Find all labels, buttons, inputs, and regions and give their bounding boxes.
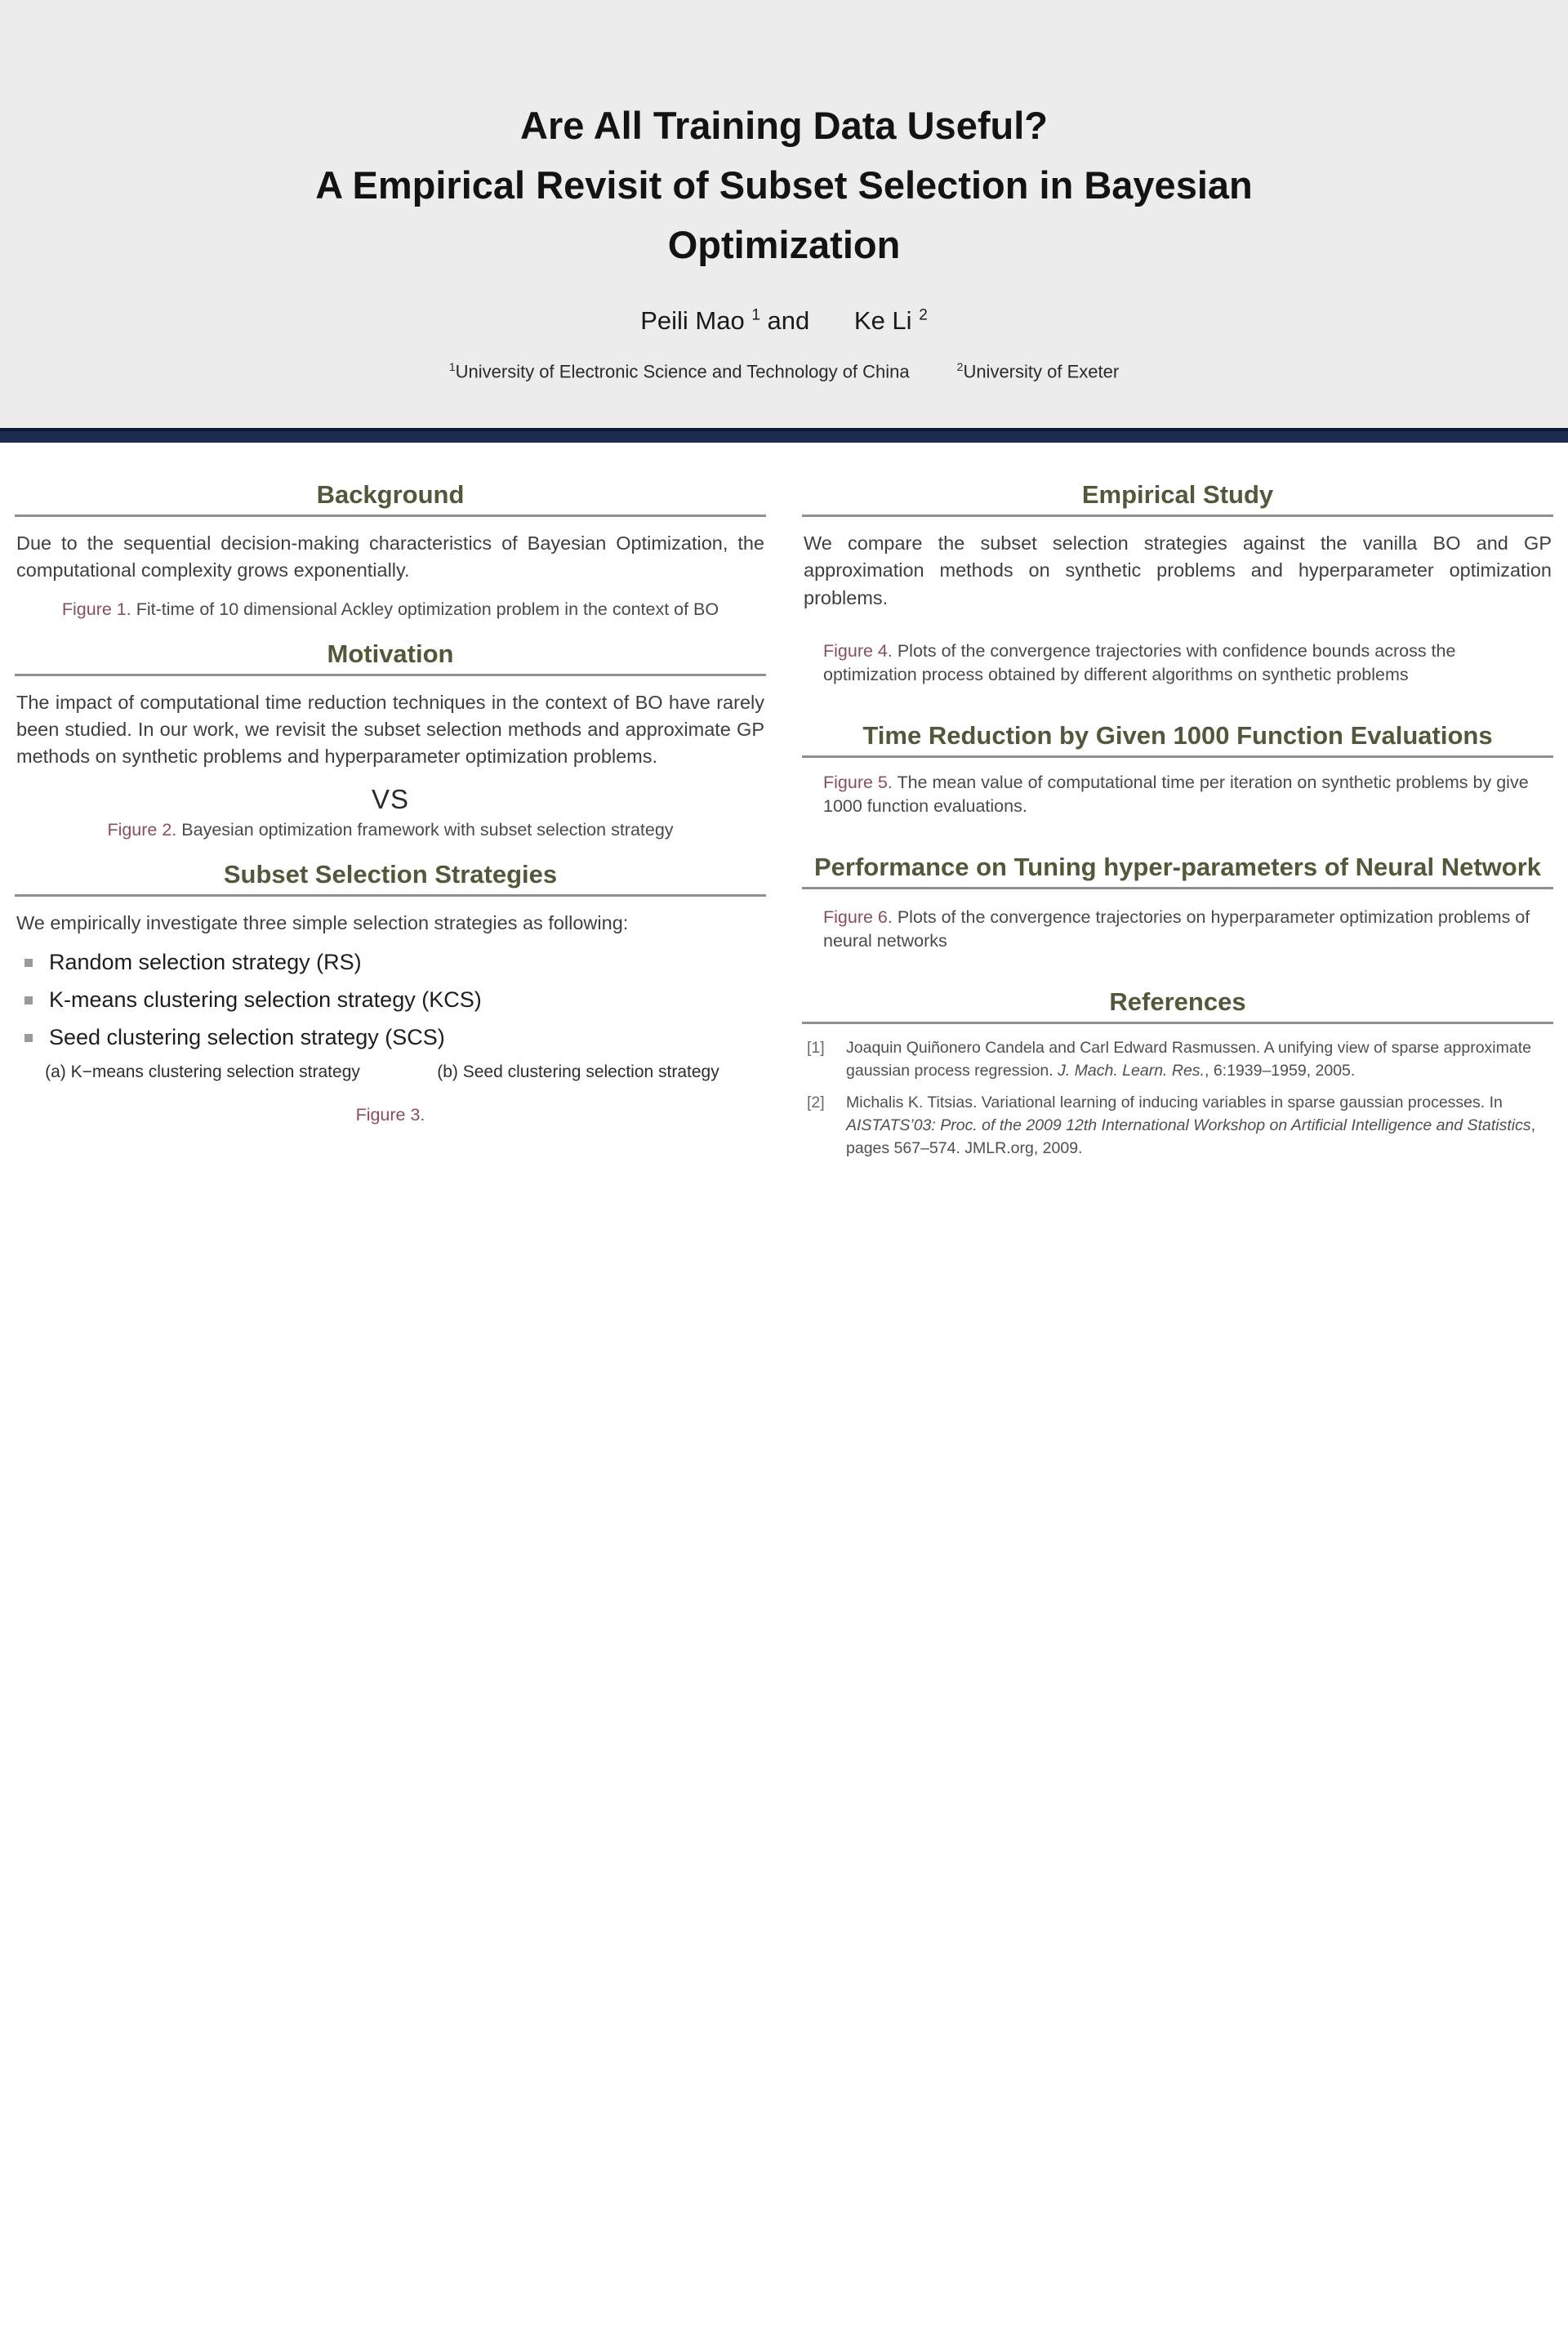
and-word: and: [767, 305, 810, 335]
figure1-caption-label: Figure 1.: [61, 599, 131, 619]
figure1-caption-text: Fit-time of 10 dimensional Ackley optimi…: [131, 599, 719, 619]
figure3-caption: Figure 3.: [36, 1103, 745, 1127]
strategies-intro: We empirically investigate three simple …: [16, 911, 629, 933]
section-rule: [802, 755, 1553, 758]
affil-2-sup: 2: [956, 359, 964, 373]
section-rule: [802, 1022, 1553, 1025]
section-rule: [802, 514, 1553, 517]
affil-2: University of Exeter: [963, 360, 1120, 381]
bullet-kcs: K-means clustering selection strategy (K…: [24, 987, 766, 1013]
author-1: Peili Mao: [640, 305, 745, 335]
figure4-caption: Figure 4. Plots of the convergence traje…: [823, 639, 1532, 687]
author-2-sup: 2: [919, 306, 928, 324]
reference-number: [2]: [807, 1094, 825, 1112]
poster-header: Are All Training Data Useful? A Empirica…: [0, 0, 1568, 428]
section-rule: [15, 514, 766, 517]
reference-text: Michalis K. Titsias. Variational learnin…: [846, 1092, 1548, 1160]
nn-heading: Performance on Tuning hyper-parameters o…: [813, 853, 1541, 881]
author-2: Ke Li: [853, 305, 912, 335]
header-divider-bar: [0, 427, 1568, 443]
figure1-caption: Figure 1. Fit-time of 10 dimensional Ack…: [36, 598, 745, 621]
reference-post: , 6:1939–1959, 2005.: [1204, 1061, 1356, 1080]
figure4-caption-text: Plots of the convergence trajectories wi…: [823, 640, 1456, 684]
reference-item: [1] Joaquin Quiñonero Candela and Carl E…: [807, 1037, 1548, 1082]
background-heading: Background: [316, 479, 465, 509]
figure4-caption-label: Figure 4.: [823, 640, 893, 661]
bullet-rs: Random selection strategy (RS): [24, 950, 766, 975]
section-rule: [802, 887, 1553, 889]
bullet-scs-text: Seed clustering selection strategy (SCS): [49, 1025, 445, 1050]
figure6-caption-label: Figure 6.: [823, 907, 893, 927]
bullet-scs: Seed clustering selection strategy (SCS): [24, 1025, 766, 1050]
vs-label: VS: [371, 783, 410, 814]
right-column: Empirical Study We compare the subset se…: [802, 462, 1553, 1170]
reference-text: Joaquin Quiñonero Candela and Carl Edwar…: [846, 1037, 1548, 1082]
bullet-icon: [24, 1033, 33, 1042]
reference-number: [1]: [807, 1039, 825, 1058]
figure5-caption-label: Figure 5.: [823, 772, 893, 792]
poster-title-line1: Are All Training Data Useful?: [520, 104, 1048, 147]
figure2-caption-label: Figure 2.: [107, 819, 177, 840]
affil-1-sup: 1: [448, 359, 456, 373]
authors: Peili Mao 1 and Ke Li 2: [0, 306, 1568, 336]
reference-post: , pages 567–574. JMLR.org, 2009.: [846, 1116, 1535, 1157]
bullet-icon: [24, 996, 33, 1004]
author-1-sup: 1: [751, 306, 760, 324]
references-list: [1] Joaquin Quiñonero Candela and Carl E…: [802, 1037, 1553, 1160]
reference-italic: J. Mach. Learn. Res.: [1058, 1061, 1205, 1080]
figure5-caption-text: The mean value of computational time per…: [823, 772, 1529, 816]
bullet-kcs-text: K-means clustering selection strategy (K…: [49, 987, 482, 1013]
empirical-heading: Empirical Study: [1081, 479, 1274, 509]
figure3-subcaptions: (a) K−means clustering selection strateg…: [15, 1062, 766, 1082]
bullet-rs-text: Random selection strategy (RS): [49, 950, 362, 975]
motivation-heading: Motivation: [327, 639, 454, 668]
section-rule: [15, 673, 766, 676]
poster-title-line2: A Empirical Revisit of Subset Selection …: [315, 163, 1253, 207]
figure3a-subcaption: (a) K−means clustering selection strateg…: [45, 1062, 360, 1082]
reference-italic: AISTATS’03: Proc. of the 2009 12th Inter…: [846, 1116, 1531, 1135]
reference-pre: Joaquin Quiñonero Candela and Carl Edwar…: [846, 1039, 1531, 1080]
figure5-caption: Figure 5. The mean value of computationa…: [823, 771, 1532, 818]
bullet-icon: [24, 958, 33, 967]
reference-pre: Michalis K. Titsias. Variational learnin…: [846, 1094, 1503, 1112]
references-heading: References: [1109, 987, 1246, 1017]
left-column: Background Due to the sequential decisio…: [15, 462, 766, 1145]
figure3-caption-label: Figure 3.: [355, 1105, 425, 1125]
figure6-caption-text: Plots of the convergence trajectories on…: [823, 907, 1530, 951]
figure3b-subcaption: (b) Seed clustering selection strategy: [437, 1062, 719, 1082]
time-reduction-heading: Time Reduction by Given 1000 Function Ev…: [862, 720, 1493, 750]
affil-1: University of Electronic Science and Tec…: [455, 360, 910, 381]
reference-item: [2] Michalis K. Titsias. Variational lea…: [807, 1092, 1548, 1160]
motivation-text: The impact of computational time reducti…: [16, 691, 764, 768]
figure2-caption-text: Bayesian optimization framework with sub…: [176, 819, 674, 840]
section-rule: [15, 893, 766, 897]
poster-title-line3: Optimization: [667, 222, 901, 266]
poster-columns: Background Due to the sequential decisio…: [0, 443, 1568, 1170]
strategies-heading: Subset Selection Strategies: [223, 859, 558, 889]
figure2-caption: Figure 2. Bayesian optimization framewor…: [36, 818, 745, 842]
figure6-caption: Figure 6. Plots of the convergence traje…: [823, 906, 1532, 953]
background-text: Due to the sequential decision-making ch…: [16, 532, 764, 581]
empirical-text: We compare the subset selection strategi…: [804, 532, 1552, 608]
affiliations: 1University of Electronic Science and Te…: [0, 360, 1568, 382]
